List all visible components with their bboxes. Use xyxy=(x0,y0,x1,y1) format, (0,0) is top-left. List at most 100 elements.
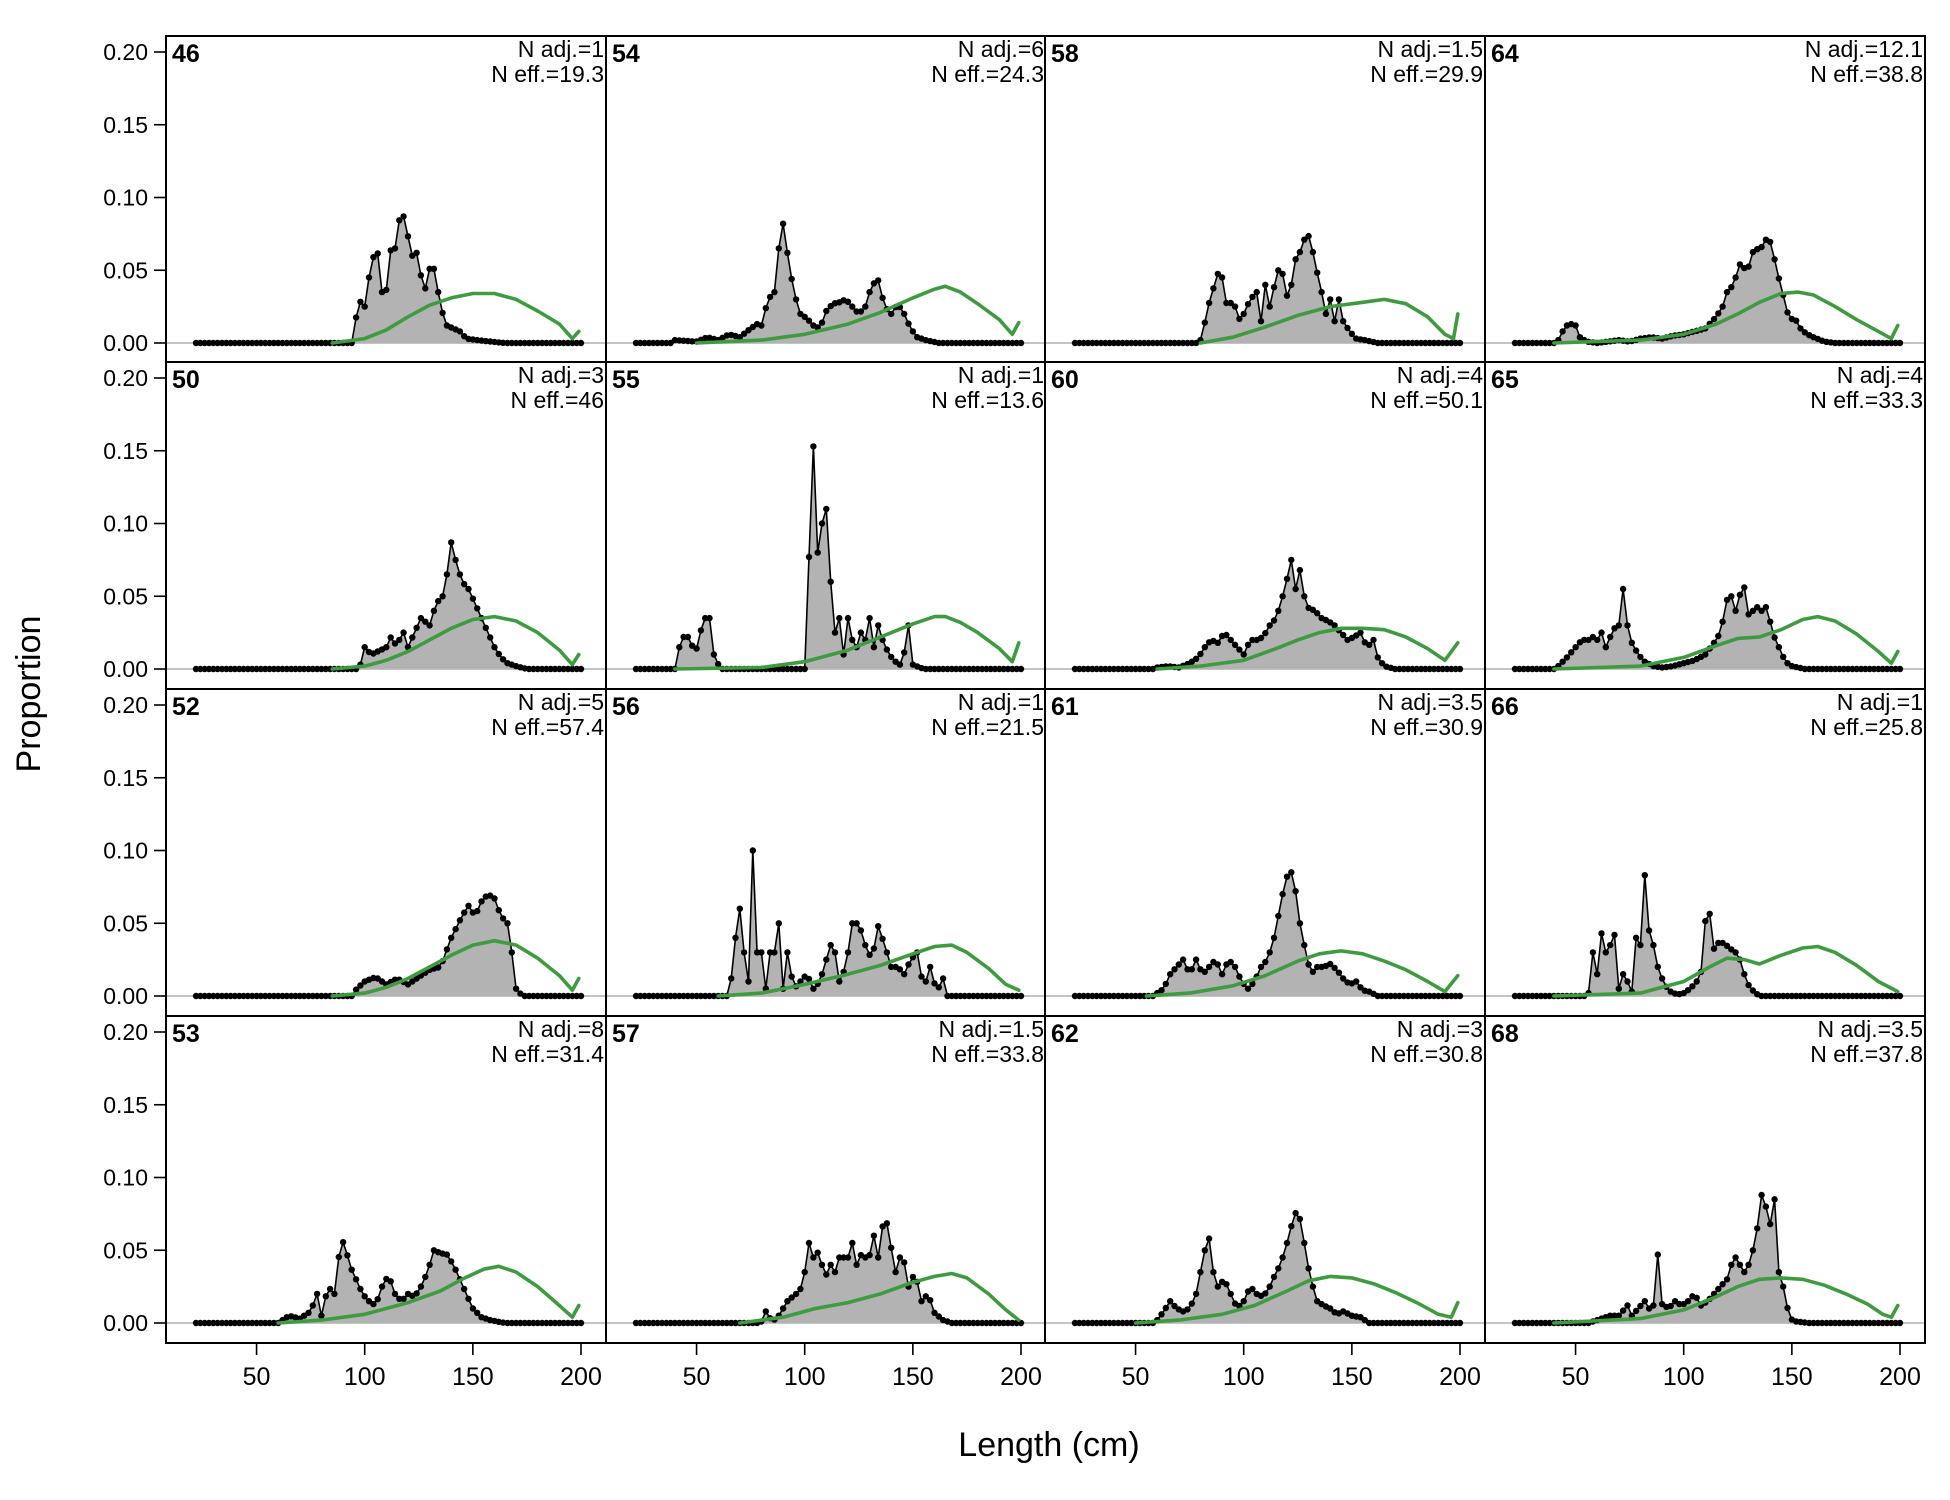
observed-point xyxy=(805,1239,813,1247)
observed-point xyxy=(1888,665,1895,673)
y-tick-label: 0.05 xyxy=(103,1237,148,1263)
observed-point xyxy=(1262,629,1269,637)
observed-point xyxy=(866,614,873,622)
observed-point xyxy=(892,1268,899,1276)
observed-point xyxy=(448,539,455,546)
observed-point xyxy=(1309,968,1317,975)
observed-point xyxy=(1218,274,1226,281)
observed-point xyxy=(214,339,221,347)
panel-61: 61 N adj.=3.5N eff.=30.9 xyxy=(1045,689,1485,1000)
y-tick-label: 0.15 xyxy=(103,765,148,791)
panel-label: 54 xyxy=(612,40,640,68)
observed-point xyxy=(400,1295,407,1303)
observed-point xyxy=(478,898,485,905)
observed-point xyxy=(1093,1319,1100,1327)
observed-point xyxy=(1818,992,1826,1000)
observed-point xyxy=(1231,641,1239,648)
observed-point xyxy=(1179,956,1187,963)
n-adj-label: N adj.=12.1 xyxy=(1805,36,1923,62)
observed-point xyxy=(827,941,834,949)
observed-point xyxy=(430,607,438,614)
observed-point xyxy=(1723,1276,1731,1283)
observed-point xyxy=(1322,310,1330,318)
y-tick-label: 0.10 xyxy=(103,185,148,211)
observed-point xyxy=(1296,920,1304,927)
y-tick-label: 0.20 xyxy=(103,39,148,65)
observed-point xyxy=(1158,987,1165,994)
observed-point xyxy=(1205,963,1213,971)
observed-point xyxy=(452,556,459,564)
panel-label: 65 xyxy=(1491,366,1519,394)
panel-label: 50 xyxy=(172,366,200,394)
observed-point xyxy=(1797,325,1804,332)
observed-point xyxy=(775,245,782,252)
observed-point xyxy=(391,245,399,252)
observed-point xyxy=(1654,1251,1662,1258)
observed-point xyxy=(862,941,869,949)
x-tick-label: 200 xyxy=(560,1363,602,1391)
panel-56: 56 N adj.=1N eff.=21.5 xyxy=(606,689,1046,1000)
expected-line xyxy=(1552,290,1900,345)
observed-point xyxy=(1758,243,1765,251)
observed-point xyxy=(939,339,947,347)
observed-area xyxy=(1075,1213,1460,1323)
x-tick-label: 50 xyxy=(243,1363,271,1391)
x-axis-label: Length (cm) xyxy=(958,1426,1139,1464)
observed-point xyxy=(1749,987,1757,994)
observed-point xyxy=(400,629,407,636)
observed-point xyxy=(1632,1307,1640,1315)
observed-point xyxy=(1602,644,1610,651)
observed-point xyxy=(577,1319,585,1327)
observed-point xyxy=(909,1273,917,1281)
observed-point xyxy=(1516,992,1523,1000)
observed-point xyxy=(1279,593,1286,600)
observed-point xyxy=(974,665,981,673)
observed-point xyxy=(1762,604,1770,611)
panel-60: 60 N adj.=4N eff.=50.1 xyxy=(1045,362,1485,673)
expected-line xyxy=(1552,614,1900,671)
observed-point xyxy=(888,310,895,318)
observed-point xyxy=(1171,966,1178,973)
observed-point xyxy=(1758,1191,1765,1199)
panel-65: 65 N adj.=4N eff.=33.3 xyxy=(1485,362,1925,673)
observed-point xyxy=(1870,992,1878,1000)
observed-point xyxy=(361,1293,368,1300)
observed-point xyxy=(318,992,325,1000)
observed-point xyxy=(866,288,873,296)
observed-point xyxy=(1231,303,1239,310)
observed-point xyxy=(357,982,364,989)
observed-point xyxy=(844,298,852,305)
observed-point xyxy=(827,578,834,585)
observed-point xyxy=(331,1290,338,1298)
observed-point xyxy=(1210,1268,1217,1276)
observed-point xyxy=(818,971,826,978)
observed-point xyxy=(1292,888,1299,895)
observed-point xyxy=(352,1276,360,1283)
observed-point xyxy=(1009,665,1016,673)
observed-point xyxy=(1266,949,1273,956)
observed-point xyxy=(814,549,821,556)
n-adj-label: N adj.=1 xyxy=(958,362,1044,388)
observed-point xyxy=(1309,1283,1317,1290)
observed-point xyxy=(1305,961,1312,968)
observed-point xyxy=(1784,309,1791,316)
observed-point xyxy=(1702,917,1709,925)
panel-label: 55 xyxy=(612,366,640,394)
panel-50: 50 N adj.=3N eff.=46 xyxy=(166,362,606,673)
observed-point xyxy=(1205,1235,1213,1242)
panel-label: 46 xyxy=(172,40,200,68)
panel-46: 46 N adj.=1N eff.=19.3 xyxy=(166,36,606,347)
x-tick-label: 100 xyxy=(1223,1363,1265,1391)
y-tick-label: 0.05 xyxy=(103,257,148,283)
x-tick-label: 100 xyxy=(1663,1363,1705,1391)
observed-point xyxy=(1853,992,1860,1000)
x-tick-label: 150 xyxy=(452,1363,494,1391)
observed-area xyxy=(1075,236,1460,343)
observed-point xyxy=(313,1290,321,1298)
panel-label: 62 xyxy=(1051,1020,1079,1048)
observed-point xyxy=(1076,665,1083,673)
observed-point xyxy=(1288,281,1295,288)
observed-point xyxy=(456,328,464,335)
observed-point xyxy=(740,330,748,337)
